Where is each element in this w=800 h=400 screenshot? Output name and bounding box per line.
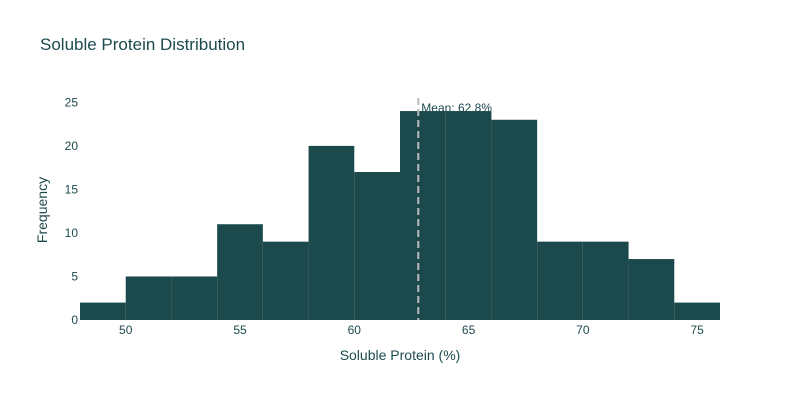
histogram-bar-50-52	[125, 276, 172, 320]
mean-line-group: Mean: 62.8%	[417, 98, 492, 320]
y-tick-label: 5	[71, 269, 78, 283]
y-axis-label: Frequency	[34, 177, 50, 243]
y-axis-ticks: 0 5 10 15 20 25	[65, 95, 79, 327]
y-tick-label: 25	[65, 95, 79, 109]
mean-annotation: Mean: 62.8%	[421, 101, 492, 115]
histogram-bar-52-54	[171, 276, 218, 320]
chart-title: Soluble Protein Distribution	[40, 35, 245, 54]
histogram-bar-66-68	[491, 119, 538, 320]
histogram-bar-56-58	[262, 241, 309, 320]
bars-group	[80, 111, 720, 320]
x-tick-label: 70	[576, 323, 590, 337]
y-tick-label: 15	[65, 182, 79, 196]
x-tick-label: 60	[348, 323, 362, 337]
y-tick-label: 10	[65, 226, 79, 240]
histogram-bar-72-74	[628, 259, 675, 320]
x-tick-label: 65	[462, 323, 476, 337]
y-tick-label: 20	[65, 139, 79, 153]
y-tick-label: 0	[71, 313, 78, 327]
histogram-bar-74-76	[674, 302, 720, 320]
histogram-bar-70-72	[582, 241, 629, 320]
x-tick-label: 55	[233, 323, 247, 337]
x-tick-label: 75	[690, 323, 704, 337]
x-axis-label: Soluble Protein (%)	[340, 347, 461, 363]
histogram-bar-68-70	[537, 241, 583, 320]
x-axis-ticks: 50 55 60 65 70 75	[119, 323, 704, 337]
x-tick-label: 50	[119, 323, 133, 337]
histogram-bar-62-64	[400, 111, 446, 320]
histogram-bar-48-50	[80, 302, 126, 320]
histogram-bar-64-66	[445, 111, 492, 320]
histogram-bar-60-62	[354, 172, 400, 320]
histogram-bar-58-60	[308, 145, 355, 320]
histogram-bar-54-56	[217, 224, 263, 320]
